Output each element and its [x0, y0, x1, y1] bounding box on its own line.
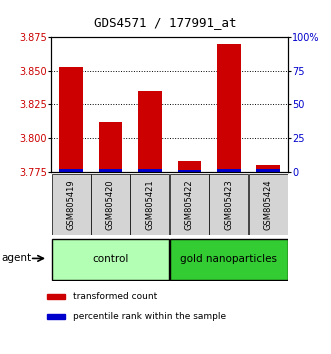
Bar — [47, 294, 65, 299]
FancyBboxPatch shape — [52, 174, 91, 235]
FancyBboxPatch shape — [130, 174, 169, 235]
Text: percentile rank within the sample: percentile rank within the sample — [73, 312, 226, 321]
FancyBboxPatch shape — [170, 174, 209, 235]
Bar — [177, 170, 201, 172]
Text: agent: agent — [2, 253, 32, 263]
Text: GDS4571 / 177991_at: GDS4571 / 177991_at — [94, 16, 237, 29]
Text: GSM805420: GSM805420 — [106, 179, 115, 230]
Bar — [138, 91, 162, 172]
Text: GSM805424: GSM805424 — [264, 179, 273, 230]
Bar — [257, 165, 280, 172]
Bar — [99, 122, 122, 172]
Text: GSM805419: GSM805419 — [67, 179, 75, 230]
Bar — [138, 169, 162, 172]
Text: GSM805421: GSM805421 — [145, 179, 155, 230]
Bar — [99, 169, 122, 172]
FancyBboxPatch shape — [170, 239, 288, 280]
Bar — [257, 169, 280, 172]
Text: GSM805423: GSM805423 — [224, 179, 233, 230]
Bar — [177, 161, 201, 172]
Bar — [217, 44, 241, 172]
Text: transformed count: transformed count — [73, 292, 157, 301]
Text: gold nanoparticles: gold nanoparticles — [180, 254, 277, 264]
FancyBboxPatch shape — [91, 174, 130, 235]
Text: control: control — [92, 254, 129, 264]
FancyBboxPatch shape — [52, 239, 169, 280]
Text: GSM805422: GSM805422 — [185, 179, 194, 230]
Bar — [47, 314, 65, 319]
Bar — [217, 169, 241, 172]
FancyBboxPatch shape — [209, 174, 248, 235]
FancyBboxPatch shape — [249, 174, 288, 235]
Bar — [59, 169, 83, 172]
Bar — [59, 67, 83, 172]
